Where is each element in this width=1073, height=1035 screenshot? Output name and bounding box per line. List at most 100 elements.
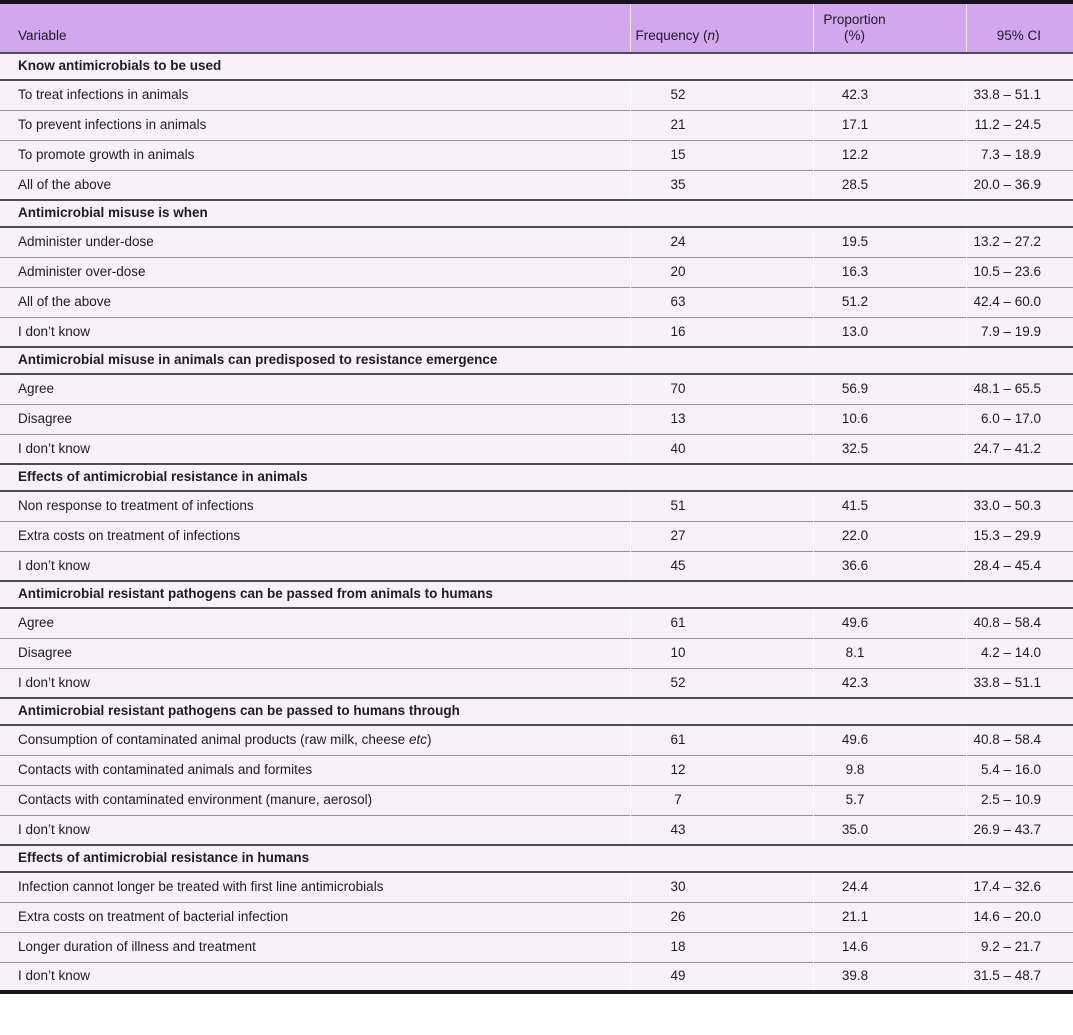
row-ci: 10.5 – 23.6 [965,257,1073,287]
proportion-label-line1: Proportion [823,11,886,27]
row-label: I don’t know [18,968,91,984]
frequency-label-n: n [707,27,716,43]
table-row: To treat infections in animals 52 42.3 33.8… [0,80,1073,110]
row-proportion: 12.2 [812,140,966,170]
row-proportion: 8.1 [812,638,966,668]
row-ci: 42.4 – 60.0 [965,287,1073,317]
row-proportion: 21.1 [812,902,966,932]
column-header-proportion: Proportion (%) [812,2,966,53]
row-proportion: 10.6 [812,404,966,434]
column-header-variable: Variable [18,27,67,43]
table-row: Disagree 13 10.6 6.0 – 17.0 [0,404,1073,434]
table-row: To promote growth in animals 15 12.2 7.3 – … [0,140,1073,170]
row-frequency: 10 [629,638,813,668]
row-ci: 48.1 – 65.5 [965,374,1073,404]
table-row: I don’t know 40 32.5 24.7 – 41.2 [0,434,1073,464]
row-proportion: 19.5 [812,227,966,257]
row-label: Non response to treatment of infections [18,498,254,514]
section-title: Antimicrobial misuse in animals can pred… [18,352,498,368]
section-title: Effects of antimicrobial resistance in a… [18,469,308,485]
row-proportion: 17.1 [812,110,966,140]
section-header-row: Antimicrobial misuse in animals can pred… [0,347,1073,374]
row-label: Extra costs on treatment of infections [18,527,241,543]
section-header-row: Antimicrobial resistant pathogens can be… [0,581,1073,608]
row-ci: 33.8 – 51.1 [965,668,1073,698]
row-ci: 24.7 – 41.2 [965,434,1073,464]
row-ci: 11.2 – 24.5 [965,110,1073,140]
row-ci: 31.5 – 48.7 [965,962,1073,992]
row-frequency: 13 [629,404,813,434]
row-label: I don’t know [18,674,91,690]
section-title: Antimicrobial resistant pathogens can be… [18,586,493,602]
table-row: Agree 61 49.6 40.8 – 58.4 [0,608,1073,638]
row-frequency: 26 [629,902,813,932]
row-proportion: 49.6 [812,608,966,638]
row-frequency: 70 [629,374,813,404]
table-row: I don’t know 45 36.6 28.4 – 45.4 [0,551,1073,581]
row-label: Disagree [18,644,73,660]
section-title: Antimicrobial resistant pathogens can be… [18,703,460,719]
row-frequency: 43 [629,815,813,845]
row-frequency: 40 [629,434,813,464]
table-header-row: Variable Frequency (n) Proportion (%) 95… [0,2,1073,53]
row-label: I don’t know [18,821,91,837]
row-frequency: 18 [629,932,813,962]
row-label: Consumption of contaminated animal produ… [18,732,432,748]
table-row: Administer under-dose 24 19.5 13.2 – 27.2 [0,227,1073,257]
row-label: Extra costs on treatment of bacterial in… [18,908,289,924]
row-ci: 2.5 – 10.9 [965,785,1073,815]
row-frequency: 61 [629,725,813,755]
section-header-row: Antimicrobial misuse is when [0,200,1073,227]
table-row: I don’t know 16 13.0 7.9 – 19.9 [0,317,1073,347]
row-frequency: 51 [629,491,813,521]
table-row: Disagree 10 8.1 4.2 – 14.0 [0,638,1073,668]
row-label: Contacts with contaminated animals and f… [18,761,313,777]
row-label: Administer over-dose [18,263,146,279]
proportion-label: Proportion (%) [814,12,896,44]
row-frequency: 30 [629,872,813,902]
table-body: Know antimicrobials to be used To treat i… [0,53,1073,992]
row-proportion: 42.3 [812,668,966,698]
row-frequency: 7 [629,785,813,815]
row-frequency: 12 [629,755,813,785]
frequency-label-suffix: ) [715,27,720,43]
row-frequency: 61 [629,608,813,638]
section-title: Antimicrobial misuse is when [18,205,208,221]
frequency-label-prefix: Frequency ( [635,27,708,43]
section-header-row: Effects of antimicrobial resistance in h… [0,845,1073,872]
row-proportion: 42.3 [812,80,966,110]
row-ci: 5.4 – 16.0 [965,755,1073,785]
row-ci: 40.8 – 58.4 [965,725,1073,755]
row-label: Administer under-dose [18,234,154,250]
section-title: Effects of antimicrobial resistance in h… [18,850,310,866]
row-frequency: 24 [629,227,813,257]
row-proportion: 28.5 [812,170,966,200]
row-label: I don’t know [18,440,91,456]
row-proportion: 13.0 [812,317,966,347]
row-label: To prevent infections in animals [18,116,207,132]
section-header-row: Know antimicrobials to be used [0,53,1073,80]
row-frequency: 27 [629,521,813,551]
row-ci: 17.4 – 32.6 [965,872,1073,902]
knowledge-statistics-table: Variable Frequency (n) Proportion (%) 95… [0,0,1073,994]
table-row: Extra costs on treatment of bacterial in… [0,902,1073,932]
row-ci: 4.2 – 14.0 [965,638,1073,668]
table-row: To prevent infections in animals 21 17.1 11… [0,110,1073,140]
row-proportion: 5.7 [812,785,966,815]
row-frequency: 52 [629,80,813,110]
row-ci: 14.6 – 20.0 [965,902,1073,932]
row-proportion: 49.6 [812,725,966,755]
row-ci: 26.9 – 43.7 [965,815,1073,845]
row-proportion: 39.8 [812,962,966,992]
row-ci: 20.0 – 36.9 [965,170,1073,200]
row-frequency: 16 [629,317,813,347]
row-proportion: 56.9 [812,374,966,404]
row-frequency: 20 [629,257,813,287]
row-proportion: 14.6 [812,932,966,962]
row-ci: 13.2 – 27.2 [965,227,1073,257]
row-proportion: 16.3 [812,257,966,287]
row-label: All of the above [18,293,112,309]
row-label: All of the above [18,176,112,192]
row-proportion: 51.2 [812,287,966,317]
table-header: Variable Frequency (n) Proportion (%) 95… [0,2,1073,53]
